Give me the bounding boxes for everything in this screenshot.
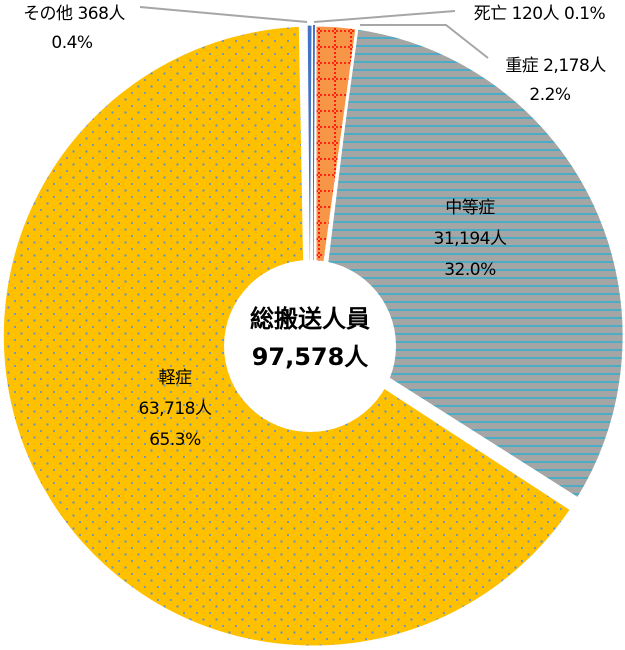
center-title: 総搬送人員 [250,305,370,333]
donut-hole [224,260,396,432]
leader-line-death [313,10,456,23]
label-moderate-name: 中等症 [445,198,495,218]
label-mild-count: 63,718人 [138,399,212,419]
slice-other[interactable] [306,24,313,337]
label-other-percent: 0.4% [51,33,93,53]
slice-death[interactable] [313,24,315,337]
leader-line-other [139,6,308,23]
label-severe-percent: 2.2% [529,85,571,105]
slice-moderate[interactable] [316,26,625,502]
slice-severe[interactable] [313,23,359,335]
label-mild-percent: 65.3% [149,430,201,450]
leader-line-severe [360,24,489,59]
label-moderate-count: 31,194人 [433,229,507,249]
label-severe-count: 重症 2,178人 [505,56,606,76]
label-other-count: その他 368人 [23,4,125,24]
label-moderate-percent: 32.0% [444,260,496,280]
center-total: 総搬送人員 97,578人 [210,300,410,376]
label-mild-name: 軽症 [158,368,193,388]
label-death: 死亡 120人 0.1% [473,4,606,24]
center-total-value: 97,578人 [251,343,369,371]
